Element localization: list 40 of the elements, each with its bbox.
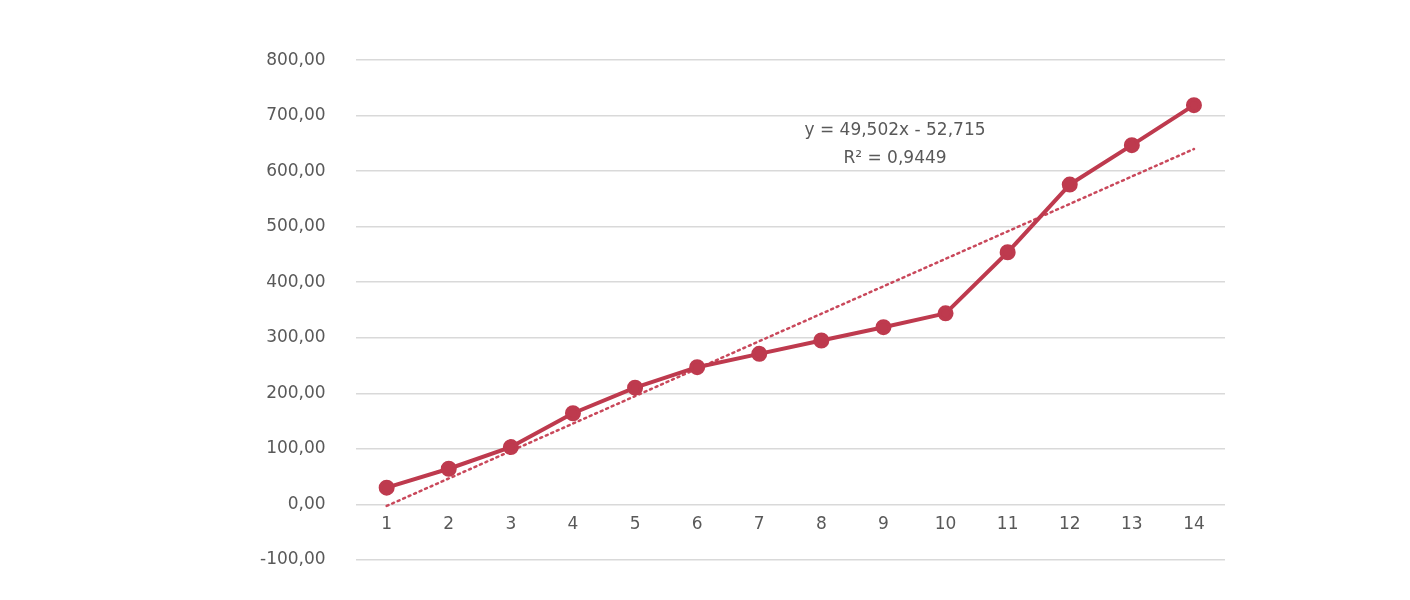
- y-tick-label: 100,00: [266, 437, 326, 458]
- point: [564, 405, 581, 422]
- point: [937, 305, 954, 322]
- point: [875, 319, 892, 336]
- point: [1123, 137, 1140, 154]
- x-tick-label: 8: [815, 512, 827, 533]
- annotation: y = 49,502x - 52,715: [804, 119, 986, 140]
- y-tick-label: -100,00: [259, 548, 326, 569]
- annotation: R² = 0,9449: [843, 147, 947, 168]
- y-tick-label: 200,00: [266, 381, 326, 402]
- x-tick-label: 13: [1121, 512, 1143, 533]
- y-tick-label: 0,00: [287, 492, 326, 513]
- x-tick-label: 10: [934, 512, 957, 533]
- x-tick-label: 9: [878, 512, 889, 533]
- x-tick-label: 5: [629, 512, 641, 533]
- point: [502, 439, 519, 456]
- y-tick-label: 700,00: [266, 104, 326, 125]
- x-tick-label: 2: [443, 512, 455, 533]
- point: [999, 244, 1016, 261]
- x-tick-label: 11: [996, 512, 1019, 533]
- point: [627, 379, 644, 396]
- y-tick-label: 300,00: [266, 326, 326, 347]
- x-tick-label: 1: [381, 512, 393, 533]
- y-tick-label: 600,00: [266, 159, 326, 180]
- x-tick-label: 6: [691, 512, 703, 533]
- x-tick-label: 4: [567, 512, 579, 533]
- point: [1061, 176, 1078, 193]
- y-tick-label: 500,00: [266, 215, 326, 236]
- y-tick-label: 400,00: [266, 270, 326, 291]
- point: [440, 460, 457, 477]
- point: [378, 479, 395, 496]
- y-tick-label: 800,00: [266, 48, 326, 69]
- x-tick-label: 12: [1058, 512, 1081, 533]
- point: [1185, 97, 1202, 114]
- point: [689, 359, 706, 376]
- point: [751, 345, 768, 362]
- x-tick-label: 14: [1183, 512, 1205, 533]
- x-tick-label: 7: [753, 512, 765, 533]
- x-tick-label: 3: [505, 512, 517, 533]
- point: [813, 332, 830, 349]
